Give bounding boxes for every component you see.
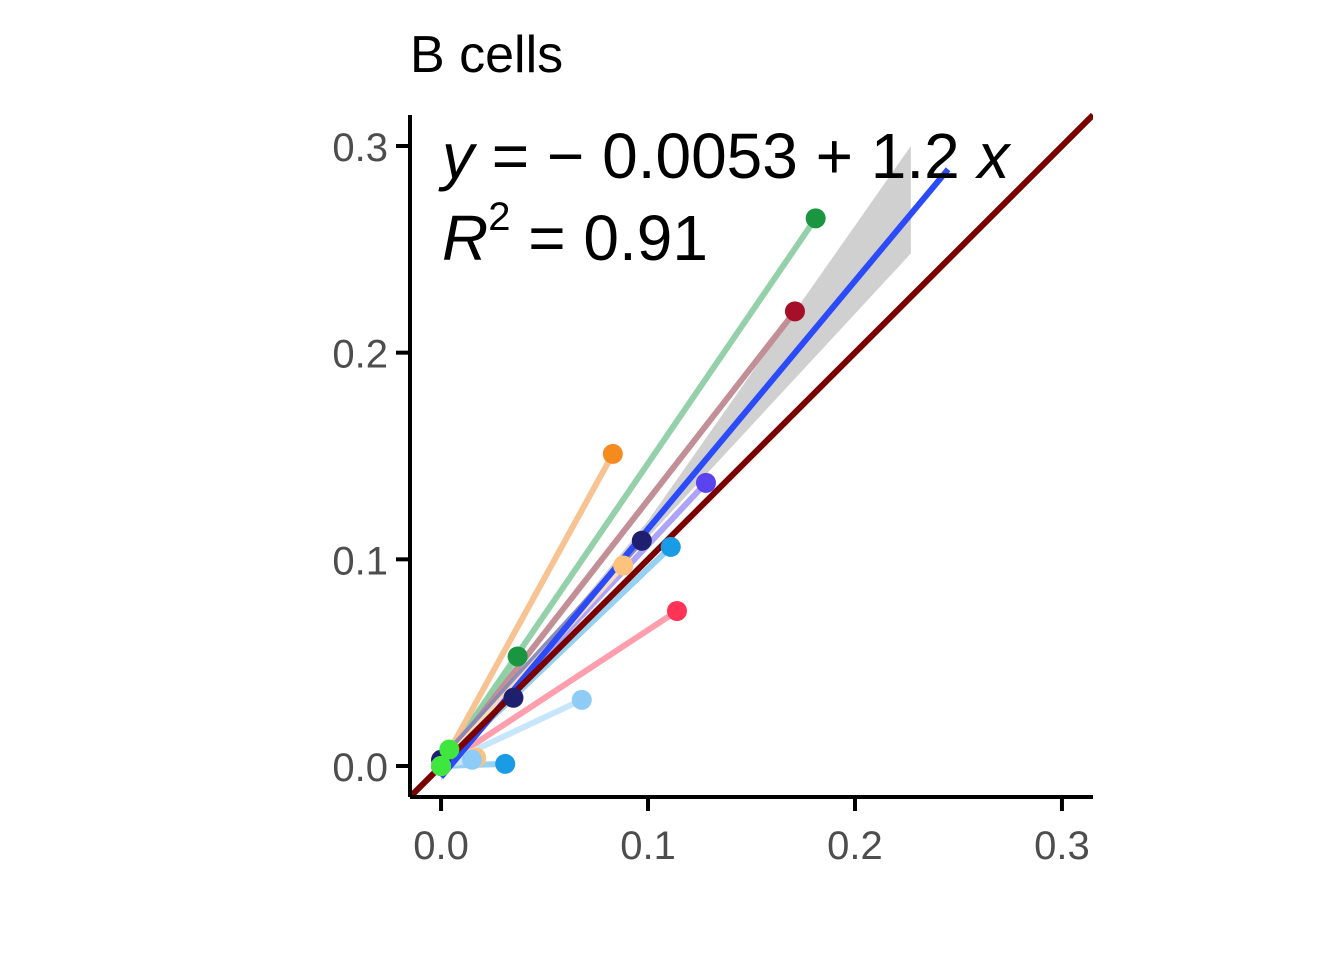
series-7-point-2 (613, 555, 634, 576)
series-1-point-3 (805, 208, 826, 229)
eq-body: = − 0.0053 + 1.2 (474, 120, 978, 192)
series-9-point-3 (462, 749, 483, 770)
plot-clip-group (410, 112, 1093, 797)
x-tick-label-4: 0.3 (1034, 824, 1090, 868)
series-6-point-2 (660, 536, 681, 557)
y-tick-label-4: 0.3 (332, 126, 388, 170)
series-4-point-2 (695, 472, 716, 493)
r-superscript: 2 (488, 195, 510, 239)
series-5-point-3 (631, 530, 652, 551)
axes: 0.0 0.0 0.1 0.1 0.2 0.2 0.3 0.3 (332, 115, 1093, 868)
x-tick-label-1: 0.0 (413, 824, 469, 868)
series-2-segment-1 (438, 309, 798, 768)
plot-area (410, 112, 1093, 797)
x-tick-label-2: 0.1 (620, 824, 676, 868)
series-1-segment-2 (438, 216, 819, 768)
series-10-point-1 (431, 756, 452, 776)
regression-line (438, 167, 951, 779)
series-5-point-2 (503, 687, 524, 708)
regression-equation: y = − 0.0053 + 1.2 x (438, 120, 1012, 192)
y-tick-label-1: 0.0 (332, 746, 388, 790)
x-tick-label-3: 0.2 (827, 824, 883, 868)
y-tick-label-2: 0.1 (332, 539, 388, 583)
r-symbol: R (442, 202, 488, 274)
chart-title: B cells (410, 26, 563, 84)
series-9-point-2 (571, 689, 592, 710)
eq-x-symbol: x (975, 120, 1012, 192)
series-3-point-2 (602, 443, 623, 464)
series-8-point-2 (666, 601, 687, 621)
series-1-point-2 (507, 646, 528, 667)
identity-line (410, 112, 1093, 797)
series-6-point-3 (495, 753, 516, 774)
series-2-point-2 (784, 301, 805, 322)
r-squared-value: = 0.91 (510, 202, 708, 274)
r-squared-label: R2 = 0.91 (442, 195, 708, 274)
eq-y-symbol: y (438, 120, 478, 192)
series-3-segment-1 (438, 452, 616, 768)
y-tick-label-3: 0.2 (332, 333, 388, 377)
series-8-segment-1 (439, 608, 679, 769)
series-10-point-2 (439, 739, 460, 760)
